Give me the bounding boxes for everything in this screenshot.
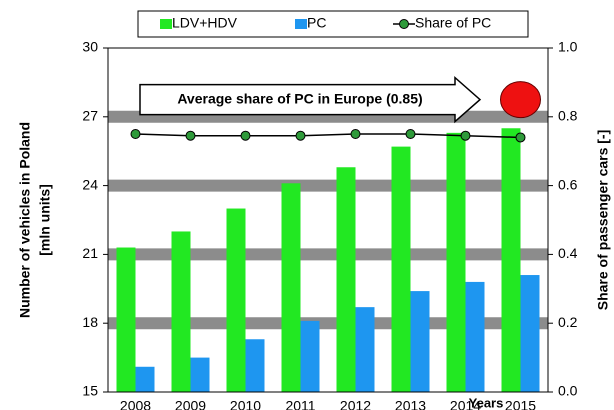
line-marker	[185, 130, 196, 141]
y-tick-label: 21	[82, 245, 98, 261]
x-tick-label: 2011	[285, 398, 315, 410]
legend-box	[137, 10, 529, 38]
y2-tick-label: 0.4	[558, 245, 578, 261]
bar	[116, 247, 136, 392]
bar	[520, 275, 540, 392]
annotation-arrow	[139, 75, 482, 124]
annotation-text: Average share of PC in Europe (0.85)	[177, 90, 422, 106]
bar	[226, 208, 246, 392]
x-tick-label: 2015	[505, 398, 536, 410]
legend-label: Share of PC	[415, 15, 491, 31]
bar	[410, 291, 430, 392]
bar	[190, 357, 210, 392]
y-tick-label: 15	[82, 383, 98, 399]
line-marker	[295, 130, 306, 141]
legend-swatch	[160, 19, 172, 29]
line-marker	[515, 132, 526, 143]
y2-tick-label: 0.6	[558, 176, 578, 192]
line-marker	[240, 130, 251, 141]
bar	[391, 146, 411, 392]
line-marker	[405, 129, 416, 139]
bar	[446, 132, 466, 392]
y2-tick-label: 1.0	[558, 39, 578, 55]
legend-marker	[399, 19, 409, 29]
y2-tick-label: 0.0	[558, 383, 578, 399]
y-tick-label: 30	[82, 39, 98, 55]
y-tick-label: 18	[82, 314, 98, 330]
plot-frame	[107, 47, 549, 393]
x-tick-label: 2009	[175, 398, 206, 410]
x-tick-label: 2013	[395, 398, 426, 410]
x-tick-label: 2012	[340, 398, 371, 410]
annotation-marker	[500, 81, 541, 119]
y-axis-label: [mln units]	[37, 184, 53, 256]
legend-label: PC	[307, 15, 326, 31]
bar	[135, 366, 155, 392]
bar	[171, 231, 191, 392]
bar	[465, 281, 485, 392]
bar	[245, 339, 265, 392]
line-marker	[460, 130, 471, 141]
x-tick-label: 2008	[120, 398, 151, 410]
x-axis-label: Years	[469, 395, 504, 410]
y-tick-label: 24	[82, 176, 98, 192]
y2-axis-label: Share of passenger cars [-]	[595, 130, 611, 311]
bar	[501, 128, 521, 392]
bar	[336, 167, 356, 392]
y-axis-label: Number of vehicles in Poland	[17, 122, 33, 318]
bar	[281, 183, 301, 392]
y2-tick-label: 0.2	[558, 314, 578, 330]
line	[135, 133, 521, 139]
x-tick-label: 2010	[230, 398, 261, 410]
bar	[300, 320, 320, 392]
legend-label: LDV+HDV	[172, 15, 238, 31]
legend-swatch	[295, 19, 307, 29]
bar	[355, 307, 375, 392]
line-marker	[130, 129, 141, 139]
y-tick-label: 27	[82, 108, 98, 124]
x-tick-label: 2014	[450, 398, 481, 410]
line-marker	[350, 129, 361, 139]
y2-tick-label: 0.8	[558, 108, 578, 124]
